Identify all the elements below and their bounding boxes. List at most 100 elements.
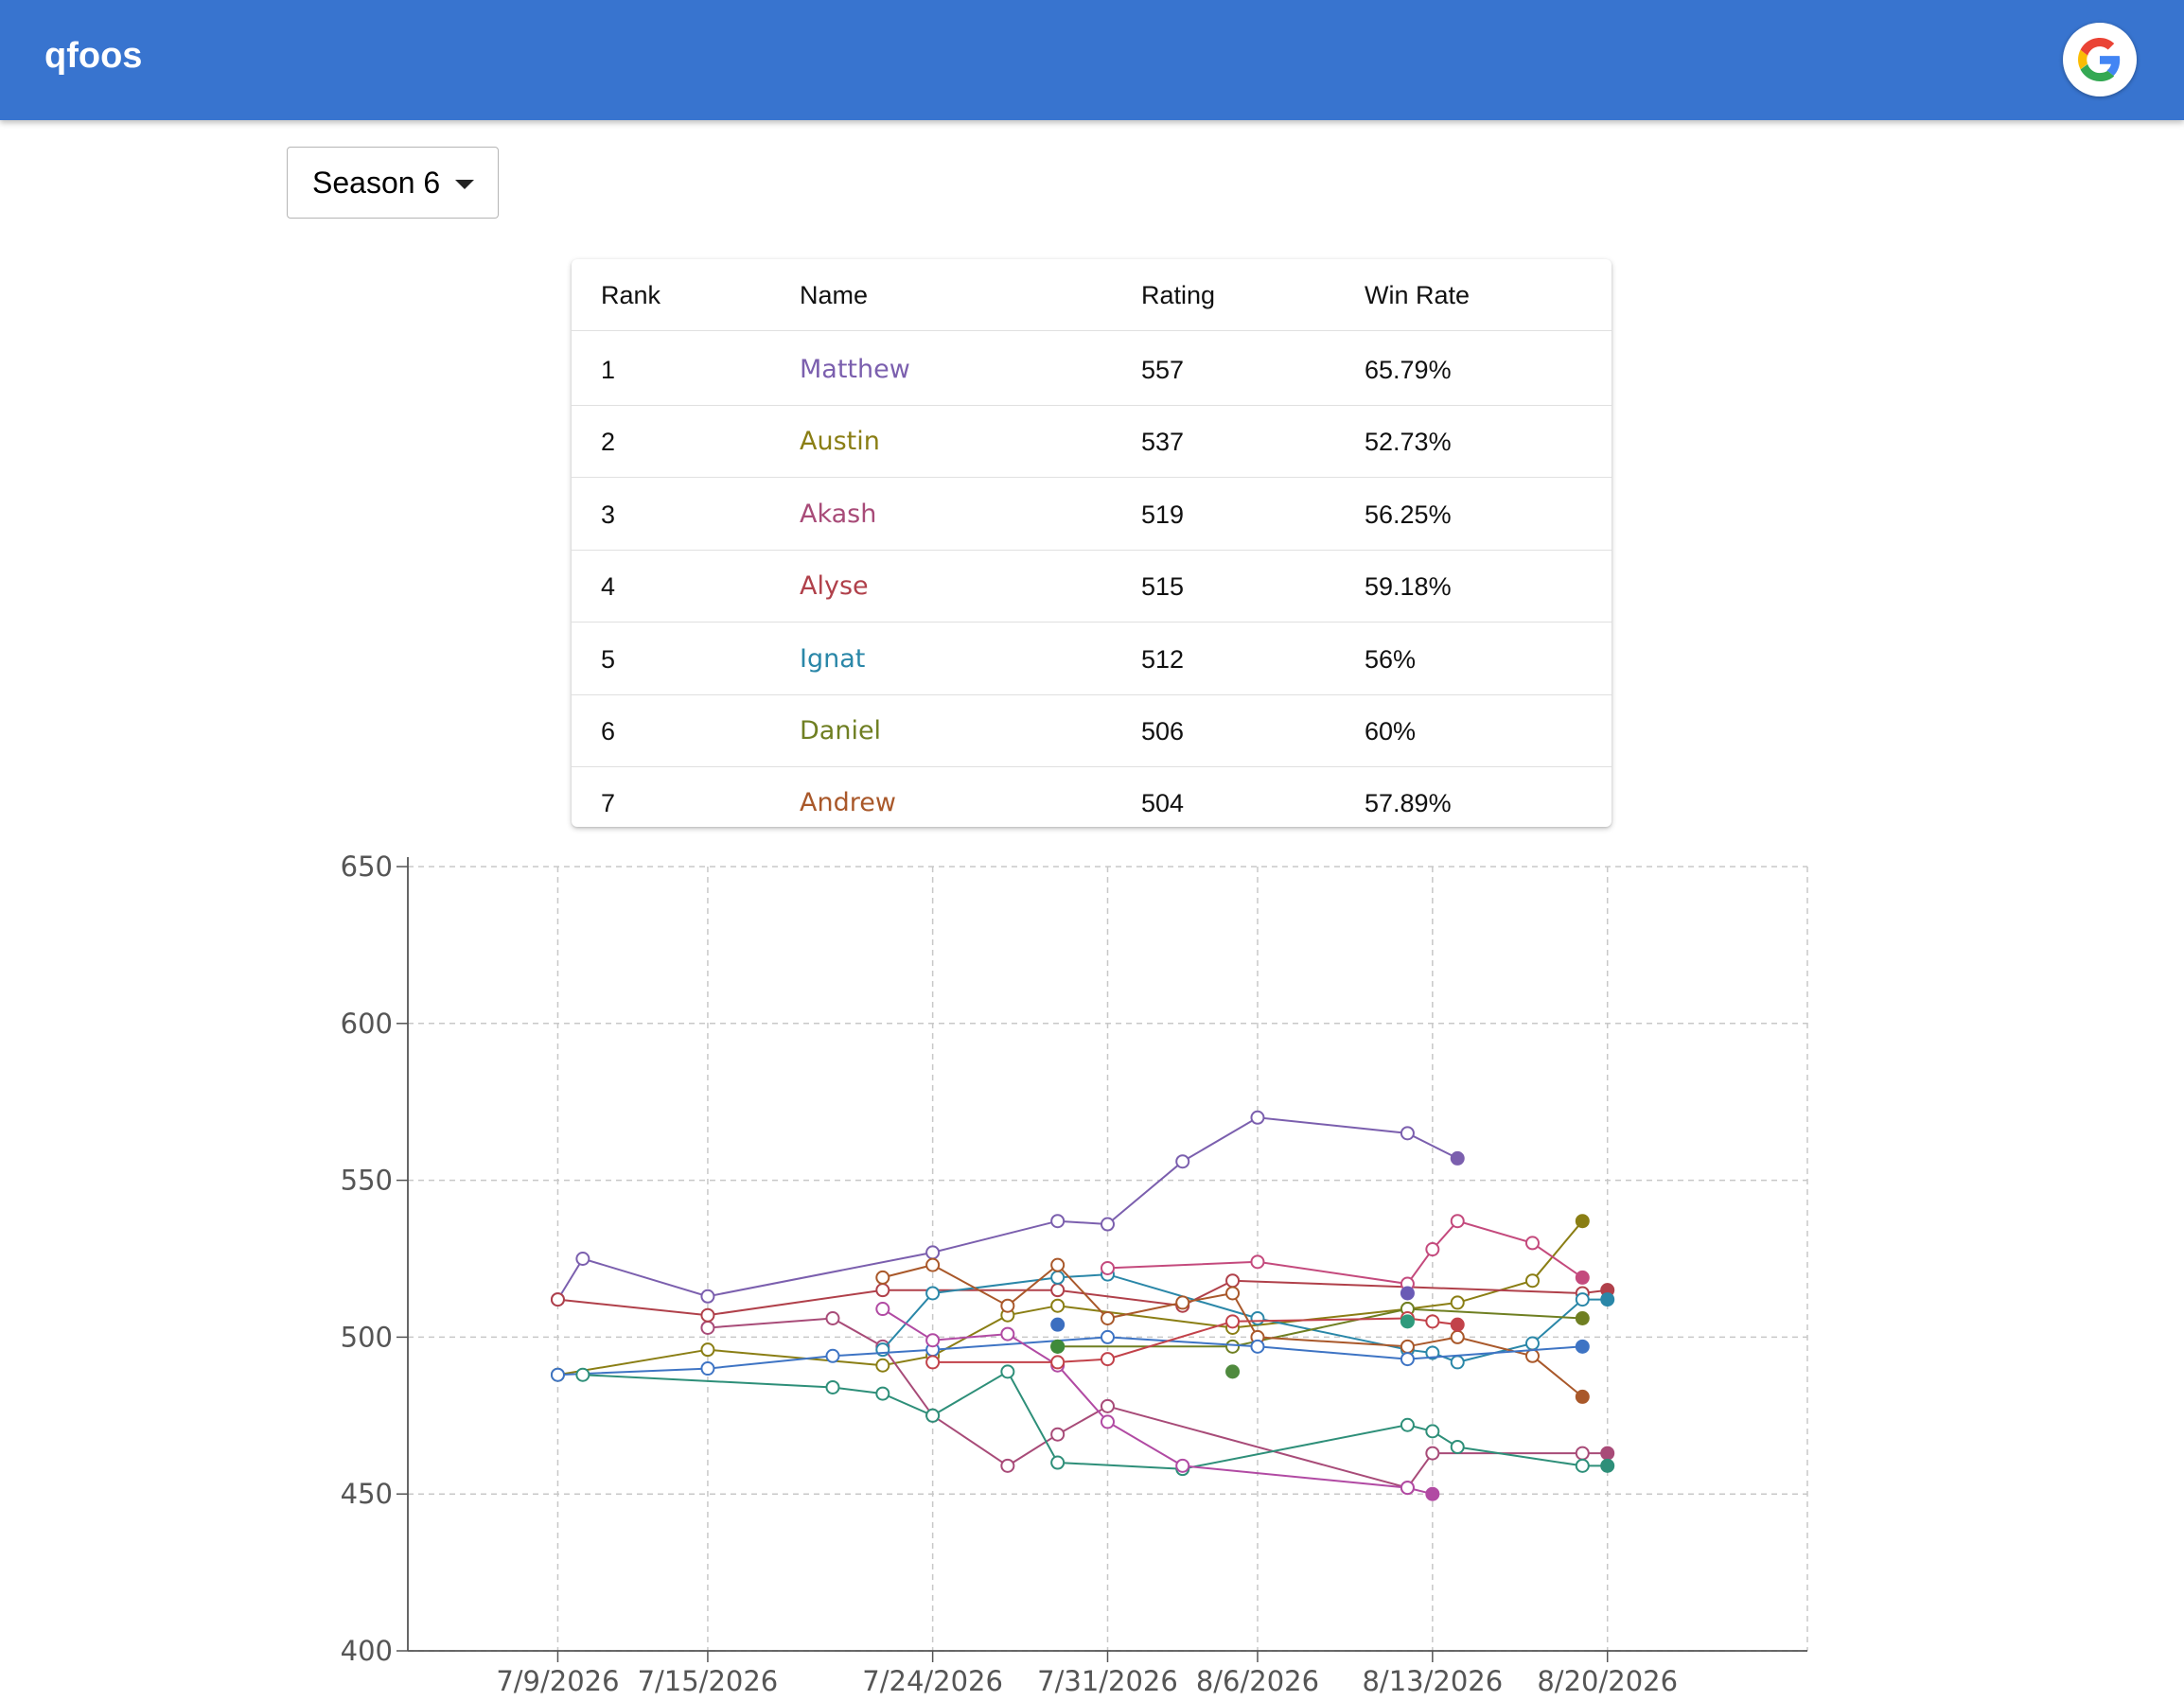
series-point — [1450, 1355, 1465, 1370]
player-name-link[interactable]: Austin — [800, 427, 880, 456]
series-point — [700, 1361, 715, 1377]
win-rate-cell: 56.25% — [1365, 500, 1452, 529]
season-select[interactable]: Season 6 — [287, 147, 499, 219]
rank-cell: 1 — [601, 356, 616, 384]
caret-down-icon — [455, 180, 475, 189]
x-tick-label: 7/9/2026 — [496, 1665, 619, 1697]
series-point — [1000, 1298, 1015, 1313]
leaderboard-table[interactable]: Rank Name Rating Win Rate 1 Matthew 557 65.… — [572, 259, 1612, 827]
series-point — [1101, 1311, 1115, 1326]
y-tick-label: 500 — [341, 1321, 393, 1353]
player-name-link[interactable]: Daniel — [800, 716, 882, 745]
series-line — [557, 1279, 1608, 1317]
series-point — [1400, 1352, 1415, 1367]
series-point — [1225, 1273, 1241, 1289]
rating-cell: 515 — [1141, 572, 1185, 601]
table-row[interactable]: 3 Akash 519 56.25% — [572, 479, 1612, 551]
rank-cell: 7 — [601, 789, 616, 817]
table-row[interactable]: 7 Andrew 504 57.89% — [572, 767, 1612, 827]
series-point — [1575, 1446, 1590, 1461]
series-point — [1400, 1481, 1415, 1496]
series-point — [1225, 1286, 1241, 1301]
series-line — [582, 1370, 1608, 1470]
x-tick-label: 7/31/2026 — [1037, 1665, 1178, 1697]
rating-cell: 506 — [1141, 717, 1185, 745]
series-point — [1400, 1417, 1415, 1432]
series-point — [1400, 1339, 1415, 1354]
google-g-icon — [2078, 38, 2121, 81]
series-point — [825, 1348, 840, 1363]
series-point — [1101, 1329, 1115, 1344]
series-point — [1524, 1236, 1540, 1251]
column-header-win-rate: Win Rate — [1365, 281, 1471, 309]
series-point — [1050, 1283, 1066, 1298]
player-name-link[interactable]: Andrew — [800, 788, 896, 817]
series-point — [875, 1358, 890, 1373]
series-point — [1425, 1446, 1440, 1461]
win-rate-cell: 60% — [1365, 717, 1417, 745]
series-end-point — [1575, 1214, 1590, 1229]
x-tick-label: 8/20/2026 — [1537, 1665, 1678, 1697]
x-tick-label: 7/24/2026 — [862, 1665, 1003, 1697]
table-row[interactable]: 5 Ignat 512 56% — [572, 623, 1612, 695]
rating-cell: 512 — [1141, 645, 1185, 674]
series-point — [700, 1320, 715, 1335]
series-end-point — [1425, 1486, 1440, 1501]
series-line — [556, 1116, 1458, 1301]
series-point — [1050, 1355, 1066, 1370]
series-point — [1250, 1254, 1265, 1270]
table-row[interactable]: 6 Daniel 506 60% — [572, 695, 1612, 767]
series-end-point — [1575, 1339, 1590, 1354]
column-header-rank: Rank — [601, 281, 661, 309]
google-signin-button[interactable] — [2063, 23, 2137, 96]
player-name-link[interactable]: Akash — [800, 500, 877, 529]
x-tick-label: 8/13/2026 — [1362, 1665, 1503, 1697]
series-point — [1050, 1270, 1066, 1285]
table-row[interactable]: 2 Austin 537 52.73% — [572, 406, 1612, 478]
series-point — [1225, 1339, 1241, 1354]
table-row[interactable]: 4 Alyse 515 59.18% — [572, 551, 1612, 623]
series-point — [1050, 1257, 1066, 1272]
series-point — [1450, 1295, 1465, 1310]
series-end-point — [1400, 1286, 1415, 1301]
series-point — [925, 1333, 941, 1348]
series-line — [557, 1336, 1583, 1377]
y-tick-label: 650 — [341, 850, 393, 883]
series-point — [575, 1367, 590, 1382]
series-point — [1250, 1110, 1265, 1125]
series-point — [1425, 1242, 1440, 1257]
series-point — [1050, 1427, 1066, 1442]
player-name-link[interactable]: Alyse — [800, 571, 869, 601]
series-point — [1524, 1336, 1540, 1351]
series-point — [925, 1408, 941, 1423]
series-point — [1101, 1414, 1115, 1429]
column-header-rating: Rating — [1141, 281, 1216, 309]
series-line — [932, 1317, 1458, 1363]
column-header-name: Name — [800, 281, 869, 309]
series-point — [1000, 1364, 1015, 1379]
series-point — [875, 1302, 890, 1317]
series-point — [1175, 1154, 1190, 1169]
y-tick-label: 450 — [341, 1478, 393, 1510]
rating-history-chart: 400 450 500 550 600 650 7/9/2026 7/15/2026 7/24/… — [0, 842, 2184, 1701]
series-point — [1250, 1339, 1265, 1354]
table-header-row: Rank Name Rating Win Rate — [572, 259, 1612, 331]
series-point — [1050, 1455, 1066, 1470]
series-end-point — [1050, 1317, 1066, 1332]
rank-cell: 2 — [601, 428, 616, 456]
series-point — [925, 1286, 941, 1301]
series-point — [1000, 1458, 1015, 1473]
series-end-point — [1575, 1311, 1590, 1326]
series-point — [575, 1252, 590, 1266]
series-point — [550, 1292, 565, 1307]
series-point — [1524, 1348, 1540, 1363]
series-point — [1425, 1314, 1440, 1329]
player-name-link[interactable]: Matthew — [800, 355, 910, 384]
series-line — [882, 1273, 1608, 1363]
table-row[interactable]: 1 Matthew 557 65.79% — [572, 334, 1612, 406]
series-point — [700, 1342, 715, 1358]
series-point — [925, 1355, 941, 1370]
series-point — [875, 1283, 890, 1298]
series-point — [1524, 1273, 1540, 1289]
player-name-link[interactable]: Ignat — [800, 644, 866, 674]
